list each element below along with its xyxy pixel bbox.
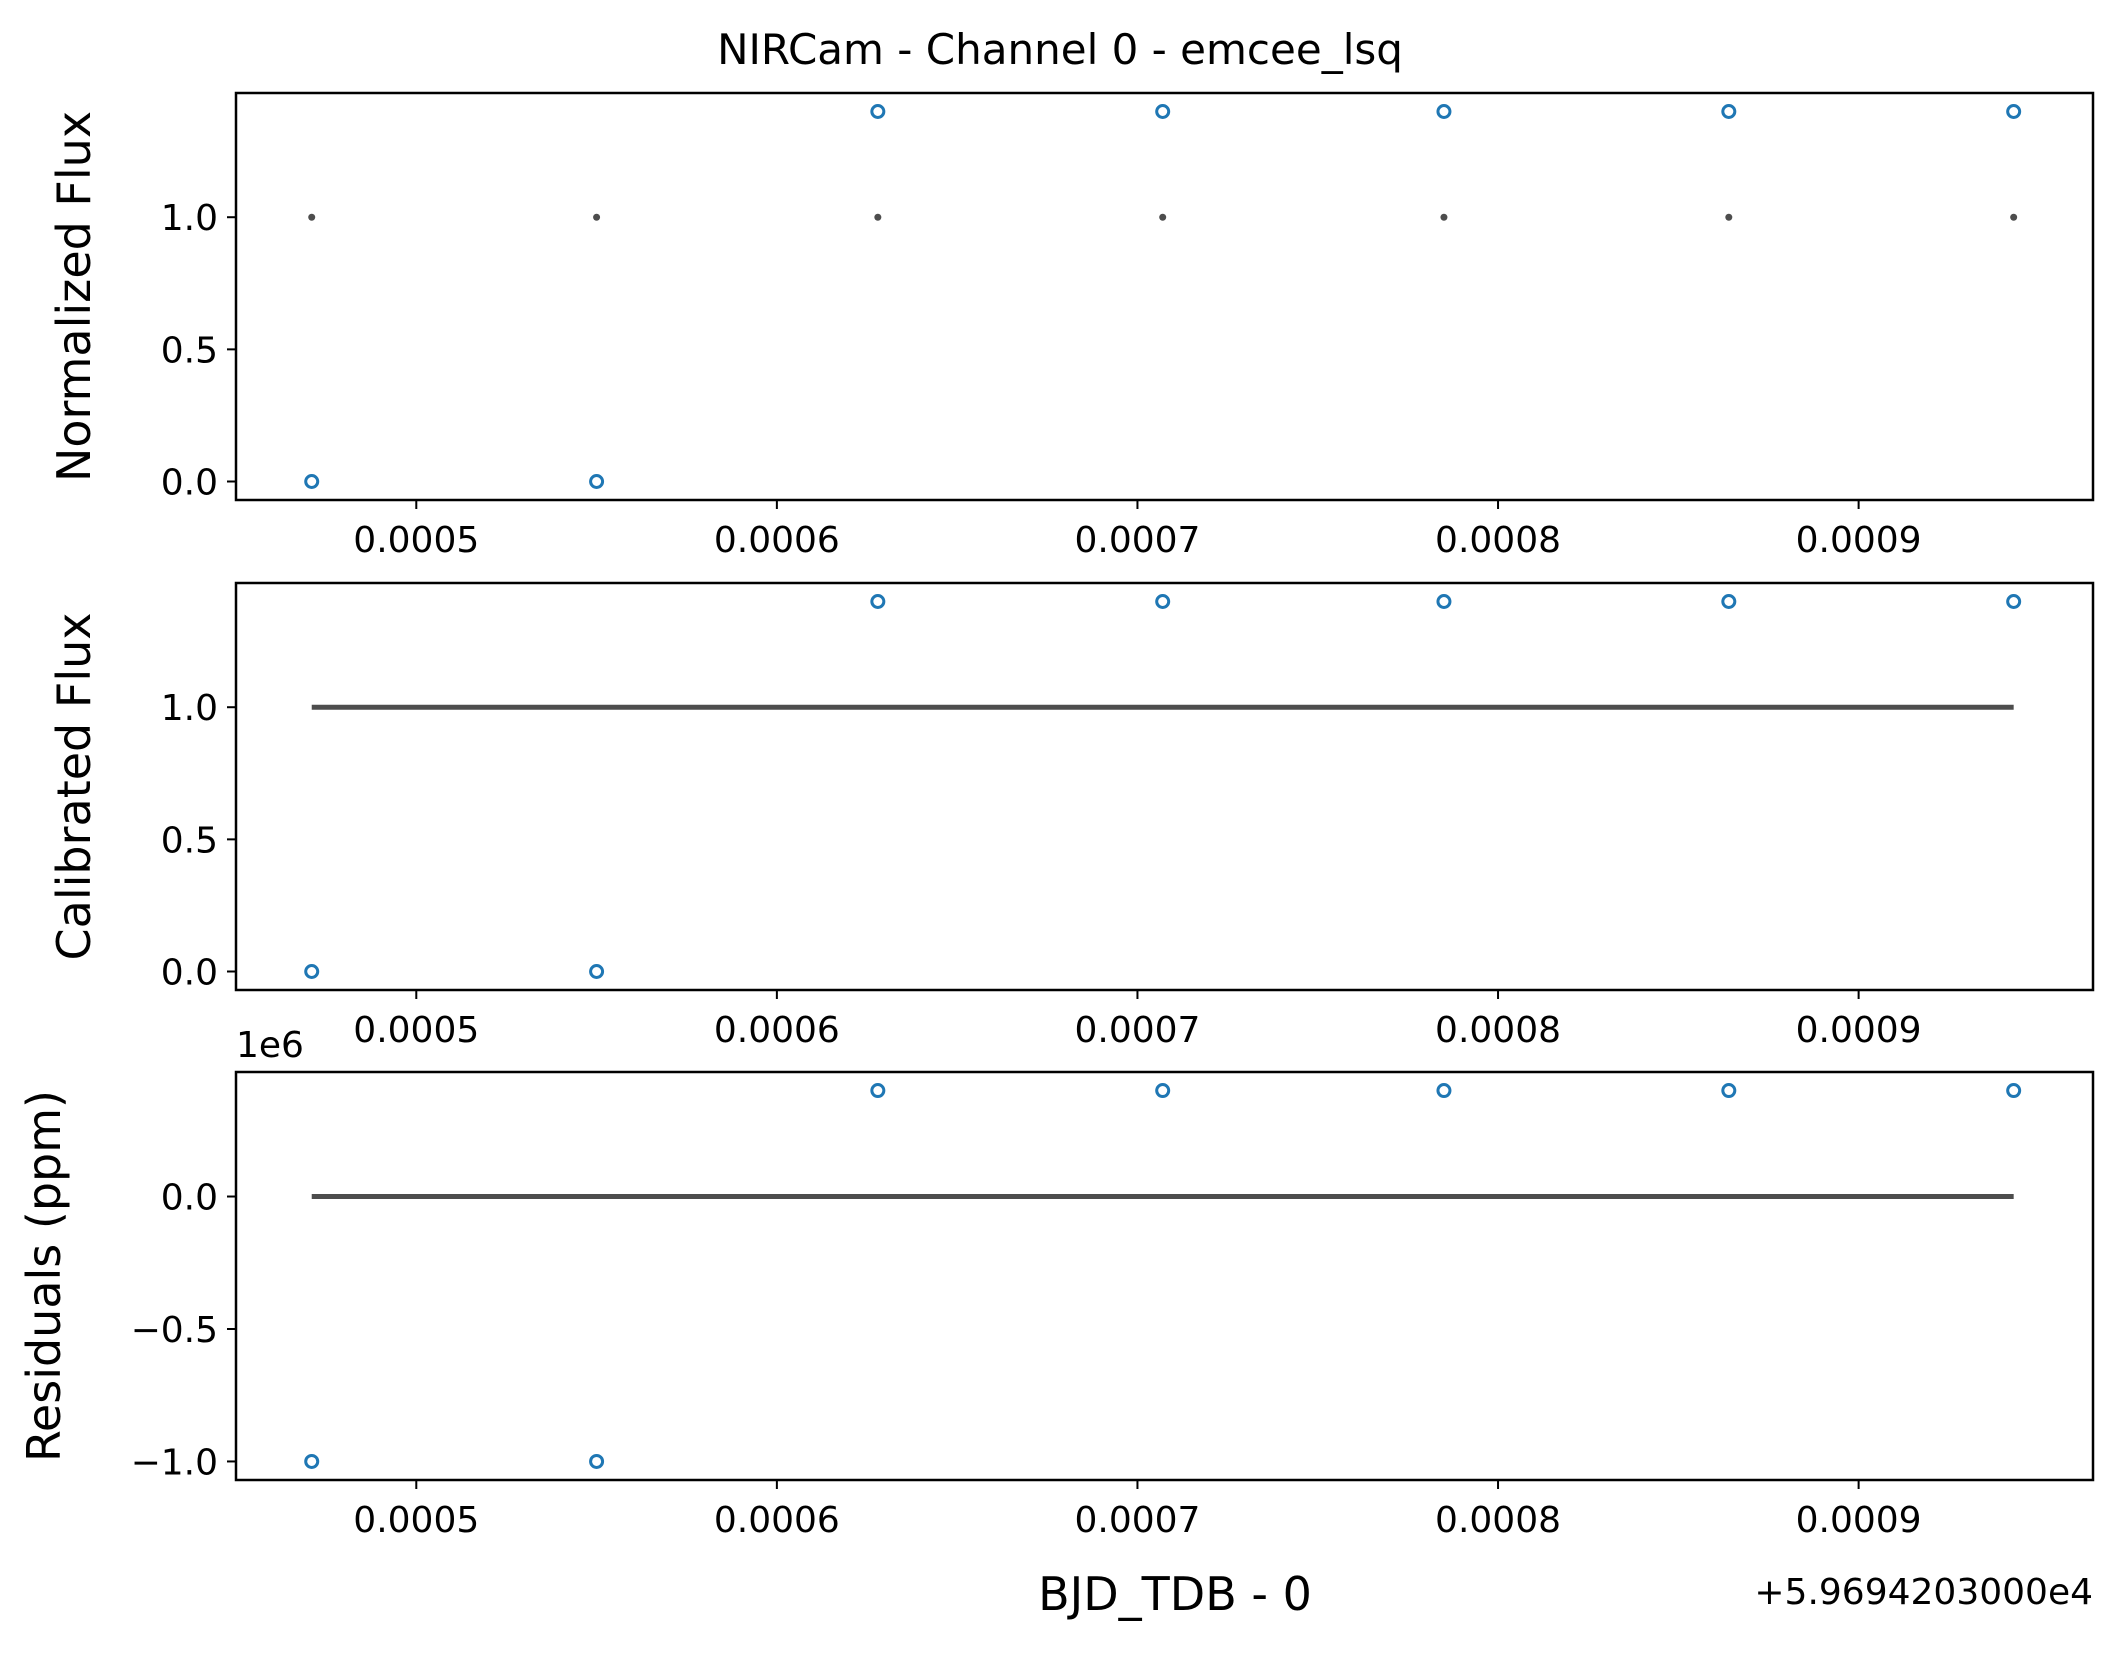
model-point xyxy=(593,213,601,221)
x-tick-label: 0.0008 xyxy=(1435,520,1561,561)
data-point xyxy=(304,474,320,489)
y-tick-label: 0.0 xyxy=(161,463,218,504)
y-tick-label: −1.0 xyxy=(131,1442,218,1483)
chart-title: NIRCam - Channel 0 - emcee_lsq xyxy=(717,25,1403,74)
y-tick-label: −0.5 xyxy=(131,1310,218,1351)
axes-frame xyxy=(234,91,2095,502)
data-point xyxy=(2006,1083,2022,1099)
data-point xyxy=(870,594,886,609)
x-tick-label: 0.0006 xyxy=(714,520,840,561)
y-axis-label-normalized-flux: Normalized Flux xyxy=(47,111,101,482)
x-tick-label: 0.0007 xyxy=(1074,1500,1200,1541)
model-point xyxy=(1440,213,1448,221)
data-point xyxy=(2006,104,2022,119)
model-point xyxy=(2010,213,2018,221)
y-tick-label: 0.5 xyxy=(161,330,218,371)
x-tick-label: 0.0006 xyxy=(714,1500,840,1541)
x-tick-label: 0.0005 xyxy=(353,520,479,561)
model-point xyxy=(874,213,882,221)
x-tick-label: 0.0007 xyxy=(1074,520,1200,561)
x-axis-label: BJD_TDB - 0 xyxy=(1038,1567,1312,1621)
data-point xyxy=(1436,104,1452,119)
model-point xyxy=(1725,213,1733,221)
axes-frame xyxy=(234,1070,2095,1482)
y-axis-label-calibrated-flux: Calibrated Flux xyxy=(47,613,101,961)
x-tick-label: 0.0008 xyxy=(1435,1500,1561,1541)
x-tick-label: 0.0008 xyxy=(1435,1010,1561,1051)
data-point xyxy=(1436,1083,1452,1099)
x-tick-label: 0.0005 xyxy=(353,1010,479,1051)
model-point xyxy=(308,213,316,221)
x-tick-label: 0.0006 xyxy=(714,1010,840,1051)
data-point xyxy=(1721,1083,1737,1099)
y-tick-label: 0.5 xyxy=(161,820,218,861)
x-tick-label: 0.0009 xyxy=(1796,1010,1922,1051)
model-point xyxy=(1159,213,1167,221)
x-tick-label: 0.0007 xyxy=(1074,1010,1200,1051)
data-point xyxy=(304,964,320,979)
x-offset-label: +5.9694203000e4 xyxy=(1754,1572,2093,1613)
data-point xyxy=(870,1083,886,1099)
y-tick-label: 0.0 xyxy=(161,953,218,994)
data-point xyxy=(1155,104,1171,119)
y-axis-label-residuals: Residuals (ppm) xyxy=(17,1090,71,1462)
data-point xyxy=(1721,104,1737,119)
data-point xyxy=(1155,1083,1171,1099)
panel-residuals: 0.0005 0.0006 0.0007 0.0008 0.0009 −1.0 −0.5 0.… xyxy=(17,1070,2095,1541)
data-point xyxy=(2006,594,2022,609)
data-point xyxy=(1155,594,1171,609)
data-point xyxy=(304,1453,320,1469)
axes-frame xyxy=(234,581,2095,992)
y-tick-label: 1.0 xyxy=(161,198,218,239)
y-tick-label: 1.0 xyxy=(161,688,218,729)
panel-calibrated-flux: 0.0005 0.0006 0.0007 0.0008 0.0009 0.0 0.5 1.0 C… xyxy=(47,581,2095,1051)
y-tick-label: 0.0 xyxy=(161,1178,218,1219)
data-point xyxy=(1721,594,1737,609)
data-point xyxy=(1436,594,1452,609)
data-point xyxy=(589,964,605,979)
data-point xyxy=(589,1453,605,1469)
x-tick-label: 0.0009 xyxy=(1796,1500,1922,1541)
x-tick-label: 0.0005 xyxy=(353,1500,479,1541)
panel-normalized-flux: 0.0005 0.0006 0.0007 0.0008 0.0009 0.0 0.5 1.0 N… xyxy=(47,91,2095,561)
x-tick-label: 0.0009 xyxy=(1796,520,1922,561)
y-scale-multiplier: 1e6 xyxy=(236,1025,304,1066)
data-point xyxy=(870,104,886,119)
data-point xyxy=(589,474,605,489)
